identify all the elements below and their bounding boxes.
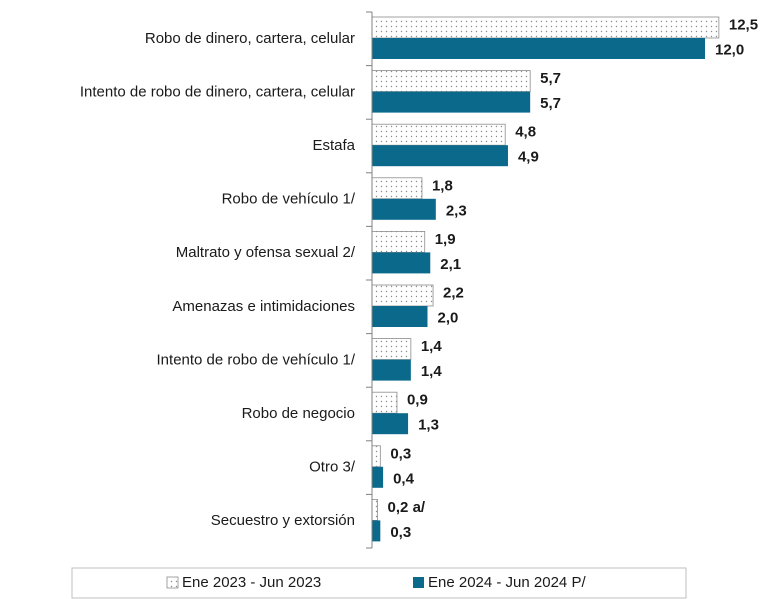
- value-label: 0,3: [390, 524, 411, 541]
- bar: [371, 498, 378, 521]
- value-label: 5,7: [540, 70, 561, 87]
- value-label: 0,4: [393, 470, 415, 487]
- value-label: 12,5: [729, 16, 758, 33]
- value-label: 12,0: [715, 41, 744, 58]
- category-label: Robo de vehículo 1/: [222, 191, 356, 208]
- legend-label: Ene 2024 - Jun 2024 P/: [428, 574, 586, 591]
- bar: [371, 123, 506, 146]
- value-label: 2,3: [446, 202, 467, 219]
- bar: [372, 91, 531, 113]
- value-label: 0,9: [407, 392, 428, 409]
- bar: [372, 520, 381, 542]
- legend-swatch: [166, 576, 179, 589]
- bar: [372, 38, 705, 59]
- category-label: Amenazas e intimidaciones: [172, 298, 355, 315]
- value-label: 1,4: [421, 363, 443, 380]
- bar: [371, 445, 381, 468]
- value-label: 4,8: [515, 124, 536, 141]
- category-label: Secuestro y extorsión: [211, 512, 355, 529]
- value-label: 4,9: [518, 149, 539, 166]
- bar: [371, 391, 398, 414]
- category-label: Robo de negocio: [242, 405, 355, 422]
- bar: [371, 338, 412, 361]
- bar: [372, 466, 384, 488]
- value-label: 5,7: [540, 95, 561, 112]
- value-label: 1,3: [418, 417, 439, 434]
- legend-label: Ene 2023 - Jun 2023: [182, 574, 321, 591]
- bar: [371, 177, 423, 200]
- value-label: 2,2: [443, 284, 464, 301]
- bar: [372, 198, 436, 220]
- bar: [372, 306, 428, 327]
- legend-swatch: [413, 577, 424, 588]
- bar: [371, 16, 720, 39]
- value-label: 1,4: [421, 338, 443, 355]
- value-label: 1,8: [432, 177, 453, 194]
- category-label: Maltrato y ofensa sexual 2/: [176, 244, 356, 261]
- bar: [372, 359, 411, 381]
- value-label: 1,9: [435, 231, 456, 248]
- category-label: Otro 3/: [309, 459, 356, 476]
- value-label: 0,2 a/: [388, 499, 426, 516]
- category-label: Estafa: [312, 137, 355, 154]
- value-label: 0,3: [390, 445, 411, 462]
- category-label: Robo de dinero, cartera, celular: [145, 30, 355, 47]
- category-label: Intento de robo de vehículo 1/: [157, 351, 356, 368]
- bar: [372, 145, 508, 167]
- legend-box: [71, 567, 687, 599]
- category-label: Intento de robo de dinero, cartera, celu…: [80, 83, 355, 100]
- bar: [371, 230, 426, 253]
- value-label: 2,0: [438, 309, 459, 326]
- bar: [371, 284, 434, 307]
- bar: [372, 252, 431, 274]
- bar: [371, 70, 531, 92]
- bar: [372, 413, 409, 435]
- value-label: 2,1: [440, 256, 461, 273]
